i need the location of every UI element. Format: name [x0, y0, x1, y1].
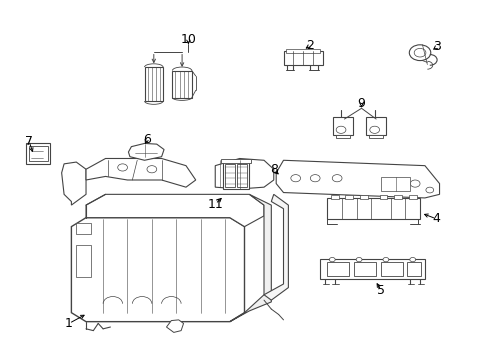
Text: 11: 11	[207, 198, 223, 211]
Circle shape	[118, 164, 127, 171]
Bar	[332, 117, 352, 135]
Text: 6: 6	[143, 132, 151, 145]
Bar	[408, 195, 416, 199]
Bar	[320, 259, 424, 279]
Bar	[283, 51, 322, 65]
Polygon shape	[61, 162, 86, 205]
Circle shape	[329, 257, 334, 262]
Bar	[366, 117, 385, 135]
Bar	[380, 262, 402, 276]
Bar	[144, 67, 163, 101]
Text: 5: 5	[376, 284, 384, 297]
Bar	[335, 135, 349, 138]
Polygon shape	[264, 194, 288, 300]
Bar	[406, 262, 420, 276]
Text: 9: 9	[357, 97, 365, 110]
Circle shape	[369, 126, 379, 134]
Bar	[359, 195, 367, 199]
Text: 8: 8	[269, 163, 277, 176]
Circle shape	[409, 257, 415, 262]
Polygon shape	[215, 158, 273, 189]
Polygon shape	[86, 158, 195, 187]
Polygon shape	[86, 194, 264, 226]
Bar	[76, 223, 91, 234]
Polygon shape	[166, 320, 183, 332]
Text: 3: 3	[432, 40, 440, 53]
Bar	[345, 195, 352, 199]
Bar	[327, 198, 419, 220]
Circle shape	[355, 257, 361, 262]
Bar	[224, 166, 237, 184]
Bar	[29, 145, 47, 161]
Bar	[222, 162, 249, 189]
Circle shape	[331, 175, 341, 182]
Circle shape	[310, 175, 320, 182]
Bar	[76, 244, 91, 277]
Circle shape	[425, 187, 433, 193]
Bar	[380, 177, 409, 192]
Polygon shape	[229, 194, 271, 321]
Circle shape	[290, 175, 300, 182]
Circle shape	[382, 257, 388, 262]
Bar	[379, 195, 386, 199]
Circle shape	[413, 48, 425, 57]
Bar	[393, 195, 401, 199]
Bar	[285, 49, 320, 53]
Bar	[327, 262, 348, 276]
Circle shape	[408, 45, 430, 60]
Bar	[330, 195, 338, 199]
Circle shape	[147, 166, 157, 173]
Text: 2: 2	[306, 39, 314, 52]
Circle shape	[409, 180, 419, 187]
Bar	[237, 164, 246, 187]
Polygon shape	[276, 160, 439, 198]
Bar	[353, 262, 375, 276]
Bar	[224, 164, 234, 187]
Text: 7: 7	[25, 135, 33, 148]
Bar	[221, 159, 251, 163]
Circle shape	[335, 126, 345, 134]
Bar	[26, 143, 50, 164]
Text: 10: 10	[180, 32, 196, 46]
Bar	[172, 71, 191, 98]
Polygon shape	[128, 143, 163, 160]
Polygon shape	[71, 218, 244, 321]
Bar	[368, 135, 382, 138]
Text: 1: 1	[65, 317, 73, 330]
Text: 4: 4	[431, 212, 439, 225]
